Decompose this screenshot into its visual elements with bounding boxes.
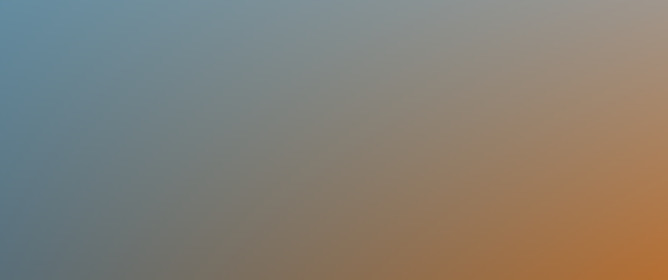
S(p) [342, 190, 350, 193]
S(p) [269, 59, 277, 62]
Legend: S(p), x(p): S(p), x(p) [513, 20, 582, 64]
S(p) [584, 216, 592, 220]
S(p) [570, 214, 578, 217]
S(p) [329, 187, 337, 191]
X-axis label: Energy (keV): Energy (keV) [312, 258, 393, 271]
S(p) [113, 93, 121, 96]
Text: JSD: 0.087: JSD: 0.087 [472, 123, 534, 136]
S(p) [484, 208, 492, 212]
S(p) [137, 80, 145, 84]
Line: S(p): S(p) [117, 60, 588, 218]
Y-axis label: Normalized Counts: Normalized Counts [66, 72, 76, 178]
S(p) [570, 214, 578, 217]
